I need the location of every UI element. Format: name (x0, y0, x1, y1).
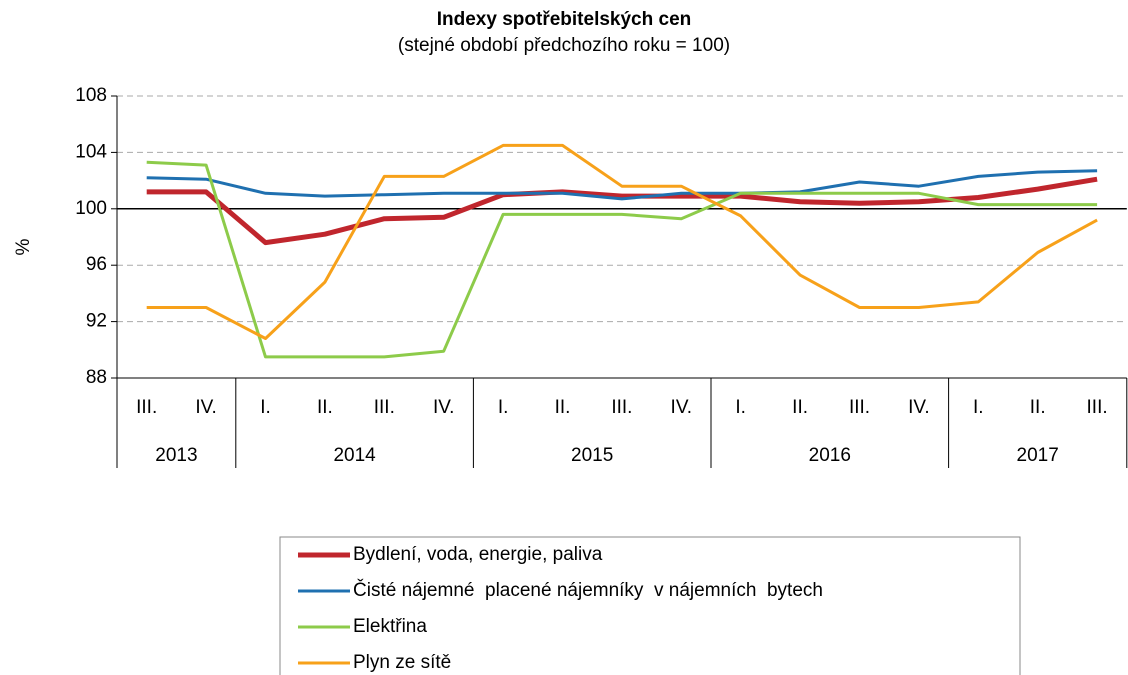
y-tick-label: 108 (75, 85, 107, 106)
x-tick-label: III. (374, 397, 395, 418)
chart-subtitle: (stejné období předchozího roku = 100) (398, 35, 730, 56)
x-tick-label: IV. (908, 397, 930, 418)
y-tick-label: 96 (86, 254, 107, 275)
x-tick-label: IV. (195, 397, 217, 418)
x-tick-label: I. (260, 397, 271, 418)
series-line (146, 169, 1098, 201)
x-tick-label: III. (1087, 397, 1108, 418)
x-tick-label: I. (735, 397, 746, 418)
y-tick-label: 104 (75, 141, 107, 162)
x-group-label: 2014 (333, 445, 376, 466)
x-group-label: 2015 (571, 445, 613, 466)
x-tick-label: IV. (671, 397, 693, 418)
x-tick-label: I. (498, 397, 509, 418)
legend-label: Plyn ze sítě (353, 652, 451, 673)
x-tick-label: II. (792, 397, 808, 418)
y-tick-label: 92 (86, 311, 107, 332)
y-tick-label: 100 (75, 198, 107, 219)
x-tick-label: III. (849, 397, 870, 418)
y-tick-label: 88 (86, 367, 107, 388)
legend-label: Čisté nájemné placené nájemníky v nájemn… (353, 579, 823, 601)
series-line (146, 143, 1098, 340)
legend-label: Elektřina (353, 616, 427, 637)
chart-title: Indexy spotřebitelských cen (437, 9, 692, 30)
x-tick-label: II. (317, 397, 333, 418)
x-group-label: 2017 (1017, 445, 1059, 466)
x-tick-label: III. (611, 397, 632, 418)
x-tick-label: II. (1030, 397, 1046, 418)
y-axis-label: % (13, 238, 34, 255)
legend-box (279, 536, 1021, 675)
legend-label: Bydlení, voda, energie, paliva (353, 544, 603, 565)
series-line (146, 160, 1098, 359)
x-group-label: 2016 (809, 445, 851, 466)
series-line (146, 176, 1098, 246)
x-group-label: 2013 (155, 445, 197, 466)
x-tick-label: II. (555, 397, 571, 418)
x-tick-label: I. (973, 397, 984, 418)
x-tick-label: IV. (433, 397, 455, 418)
x-tick-label: III. (136, 397, 157, 418)
